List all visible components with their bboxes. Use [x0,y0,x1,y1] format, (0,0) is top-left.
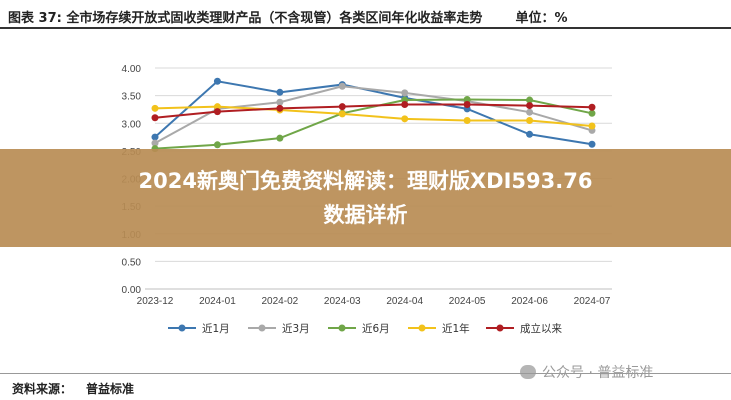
series-line [154,105,593,128]
x-tick-label: 2024-03 [324,296,361,307]
data-point [276,104,284,112]
data-point [338,110,346,118]
banner-line-2: 数据详析 [323,203,408,227]
watermark: 公众号 · 普益标准 [520,362,653,382]
data-point [151,104,159,112]
y-tick-label: 4.00 [122,64,142,75]
source-label: 资料来源： [12,382,73,396]
data-point [213,108,221,116]
legend-label: 近6月 [362,322,390,335]
overlay-banner: 2024新奥门免费资料解读：理财版XDI593.76 数据详析 [0,149,731,247]
data-point [588,109,596,117]
data-point [338,103,346,111]
x-tick-label: 2024-05 [449,296,486,307]
figure-number: 图表 37: [8,11,62,26]
x-tick-label: 2024-01 [199,296,236,307]
data-point [463,116,471,124]
source-value: 普益标准 [86,382,135,396]
data-point [276,134,284,142]
figure-title: 图表 37: 全市场存续开放式固收类理财产品（不含现管）各类区间年化收益率走势 … [8,7,567,26]
series-line [154,80,593,146]
series-line [154,103,593,119]
data-point [151,139,159,147]
data-point [401,115,409,123]
y-tick-label: 0.00 [122,285,142,296]
y-tick-label: 3.50 [122,92,142,103]
legend-swatch-marker [496,324,504,332]
y-tick-label: 3.00 [122,119,142,130]
data-point [401,100,409,108]
legend-swatch-marker [338,324,346,332]
legend-label: 近3月 [282,322,310,335]
source-divider [0,373,731,374]
legend-label: 近1年 [442,322,470,335]
data-point [401,89,409,97]
y-tick-label: 0.50 [122,257,142,268]
data-point [213,103,221,111]
data-point [151,114,159,122]
data-point [213,77,221,85]
data-point [276,98,284,106]
source-note: 资料来源： 普益标准 [12,380,134,397]
data-point [276,88,284,96]
legend-swatch-marker [418,324,426,332]
x-tick-label: 2024-06 [511,296,548,307]
data-point [213,141,221,149]
legend-label: 近1月 [202,322,230,335]
legend-swatch-marker [178,324,186,332]
data-point [526,130,534,138]
data-point [463,95,471,103]
title-divider [0,27,731,29]
legend-swatch-marker [258,324,266,332]
data-point [526,96,534,104]
x-tick-label: 2023-12 [137,296,174,307]
legend-label: 成立以来 [520,322,562,335]
wechat-icon [520,365,536,379]
series-line [154,98,593,150]
data-point [338,82,346,90]
data-point [588,140,596,148]
unit-label: 单位：% [515,11,568,26]
data-point [526,108,534,116]
data-point [526,116,534,124]
data-point [588,122,596,130]
x-tick-label: 2024-07 [574,296,611,307]
data-point [588,103,596,111]
banner-line-1: 2024新奥门免费资料解读：理财版XDI593.76 [138,169,593,193]
data-point [526,102,534,110]
data-point [463,100,471,108]
data-point [151,133,159,141]
x-tick-label: 2024-04 [386,296,423,307]
figure-title-text: 全市场存续开放式固收类理财产品（不含现管）各类区间年化收益率走势 [66,11,483,26]
x-tick-label: 2024-02 [262,296,299,307]
